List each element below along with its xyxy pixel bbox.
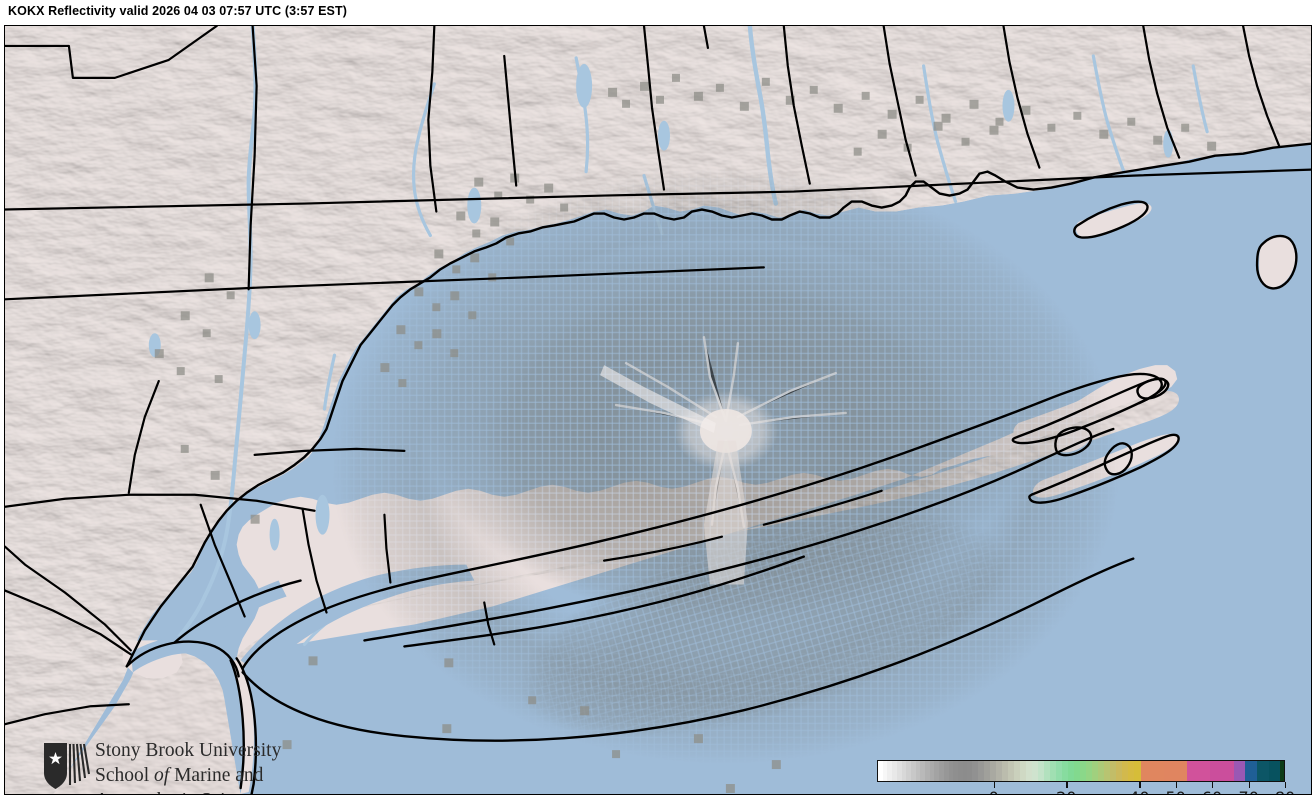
colorbar-segment — [906, 761, 911, 781]
colorbar-segment — [1032, 761, 1039, 781]
colorbar-tickmark — [1139, 782, 1141, 788]
colorbar-segment — [1163, 761, 1188, 781]
colorbar-tick-label: 80 — [1275, 788, 1295, 794]
page-title: KOKX Reflectivity valid 2026 04 03 07:57… — [8, 4, 347, 18]
colorbar-segment — [892, 761, 897, 781]
colorbar-tick-label: 70 — [1239, 788, 1259, 794]
colorbar-segment — [1098, 761, 1105, 781]
colorbar-segment — [962, 761, 968, 781]
colorbar-segment — [1020, 761, 1027, 781]
colorbar-segment — [1134, 761, 1141, 781]
radar-center-artifacts — [600, 335, 847, 585]
colorbar-segment — [957, 761, 963, 781]
colorbar-segment — [1128, 761, 1135, 781]
colorbar-segment — [1140, 761, 1164, 781]
colorbar-segment — [1068, 761, 1075, 781]
colorbar-gradient — [877, 760, 1285, 782]
colorbar-segment — [967, 761, 973, 781]
colorbar-segment — [1104, 761, 1111, 781]
colorbar-segment — [1268, 761, 1281, 781]
colorbar-segment — [990, 761, 997, 781]
colorbar-tick-label: 40 — [1129, 788, 1149, 794]
colorbar-segment — [1257, 761, 1269, 781]
colorbar-segment — [887, 761, 893, 781]
hydrography-layer — [148, 26, 1209, 647]
colorbar-tickmark — [1066, 782, 1068, 788]
colorbar-segment — [996, 761, 1003, 781]
boundaries-layer — [5, 26, 1311, 794]
colorbar-segment — [939, 761, 944, 781]
colorbar-segment — [1092, 761, 1099, 781]
colorbar-segment — [901, 761, 907, 781]
colorbar-segment — [896, 761, 902, 781]
colorbar-tick-label: 60 — [1202, 788, 1222, 794]
colorbar-tickmark — [993, 782, 996, 788]
colorbar-tickmark — [1285, 782, 1287, 788]
colorbar-segment — [1074, 761, 1081, 781]
colorbar-segment — [948, 761, 954, 781]
colorbar-tick-label: 50 — [1165, 788, 1185, 794]
colorbar-segment — [1086, 761, 1093, 781]
colorbar-tick-label: 0 — [989, 788, 999, 794]
colorbar-segment — [1002, 761, 1009, 781]
colorbar-segment — [1026, 761, 1033, 781]
colorbar-segment — [1110, 761, 1117, 781]
colorbar-segment — [1210, 761, 1234, 781]
colorbar-ticks: 0 20 40 50 60 70 80 — [877, 782, 1295, 794]
colorbar-segment — [1122, 761, 1129, 781]
colorbar-segment — [943, 761, 949, 781]
colorbar-segment — [929, 761, 935, 781]
colorbar-tickmark — [1248, 782, 1251, 788]
radar-map[interactable]: Stony Brook University School of Marine … — [4, 25, 1312, 795]
scattered-echo-pixels — [154, 73, 1217, 794]
colorbar-tick-label: 20 — [1056, 788, 1076, 794]
colorbar-segment — [1233, 761, 1246, 781]
colorbar-segment — [882, 761, 888, 781]
colorbar-segment — [1014, 761, 1021, 781]
colorbar-segment — [925, 761, 930, 781]
colorbar-segment — [1187, 761, 1211, 781]
map-canvas — [5, 26, 1311, 794]
colorbar-segment — [1062, 761, 1069, 781]
title-bar: KOKX Reflectivity valid 2026 04 03 07:57… — [0, 0, 1316, 25]
colorbar-segment — [984, 761, 991, 781]
colorbar-segment — [1008, 761, 1015, 781]
colorbar-segment — [953, 761, 958, 781]
colorbar-segment — [1038, 761, 1045, 781]
reflectivity-colorbar[interactable]: 0 20 40 50 60 70 80 — [877, 760, 1295, 794]
colorbar-segment — [1056, 761, 1063, 781]
colorbar-segment — [1245, 761, 1258, 781]
colorbar-segment — [934, 761, 940, 781]
colorbar-segment — [878, 761, 883, 781]
colorbar-segment — [1116, 761, 1123, 781]
colorbar-segment — [1044, 761, 1051, 781]
colorbar-segment — [1080, 761, 1087, 781]
colorbar-segment — [972, 761, 979, 781]
colorbar-segment — [920, 761, 926, 781]
colorbar-segment — [910, 761, 916, 781]
colorbar-tickmark — [1211, 782, 1214, 788]
colorbar-tickmark — [1175, 782, 1178, 788]
colorbar-segment — [915, 761, 921, 781]
colorbar-segment — [978, 761, 985, 781]
colorbar-segment — [1050, 761, 1057, 781]
colorbar-segment — [1280, 761, 1284, 781]
